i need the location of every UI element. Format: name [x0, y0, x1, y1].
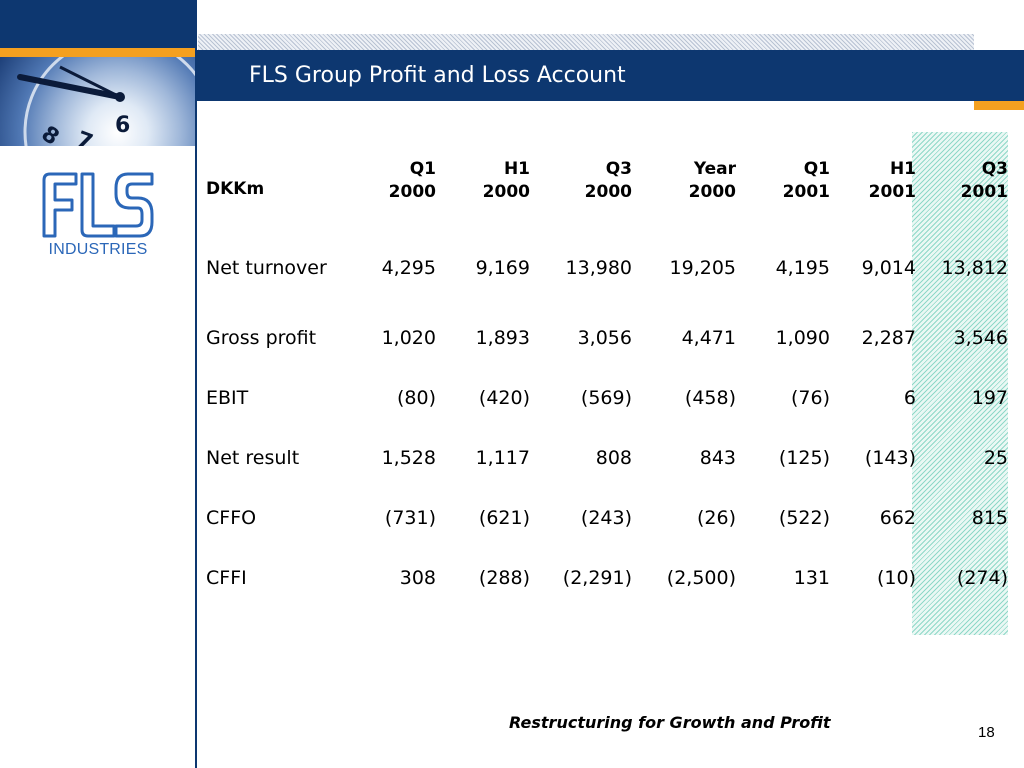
table-cell: 815	[971, 507, 1008, 529]
table-cell: 1,117	[475, 447, 530, 469]
table-cell: 1,020	[381, 327, 436, 349]
table-cell: (80)	[396, 387, 436, 409]
unit-header: DKKm	[206, 178, 265, 199]
svg-text:6: 6	[115, 113, 130, 138]
left-divider	[195, 0, 197, 768]
table-cell: 2,287	[861, 327, 916, 349]
title-band: FLS Group Profit and Loss Account	[197, 50, 1024, 101]
table-cell: 9,014	[861, 257, 916, 279]
column-header: Q3 2001	[960, 159, 1008, 202]
accent-bar-left	[0, 48, 196, 57]
highlight-column-q3-2001	[912, 132, 1008, 635]
hatched-strip	[198, 34, 974, 50]
table-cell: (2,500)	[666, 567, 736, 589]
table-cell: 197	[971, 387, 1008, 409]
table-row: Net turnover 4,295 9,169 13,980 19,205 4…	[200, 228, 1010, 308]
table-cell: 3,546	[953, 327, 1008, 349]
row-label: Gross profit	[206, 327, 317, 349]
column-header: Q3 2000	[584, 159, 632, 202]
table-cell: (569)	[580, 387, 632, 409]
svg-text:7: 7	[73, 127, 96, 146]
table-cell: (26)	[696, 507, 736, 529]
table-cell: (420)	[478, 387, 530, 409]
table-cell: (243)	[580, 507, 632, 529]
table-cell: (2,291)	[562, 567, 632, 589]
table-cell: 1,893	[475, 327, 530, 349]
table-cell: (522)	[778, 507, 830, 529]
row-label: EBIT	[206, 387, 249, 409]
column-header: H1 2000	[482, 159, 530, 202]
row-label: CFFO	[206, 507, 257, 529]
column-header: H1 2001	[868, 159, 916, 202]
table-cell: 13,980	[565, 257, 632, 279]
table-cell: 808	[595, 447, 632, 469]
table-row: Gross profit 1,020 1,893 3,056 4,471 1,0…	[200, 308, 1010, 368]
table-cell: (125)	[778, 447, 830, 469]
column-header: Q1 2000	[388, 159, 436, 202]
table-cell: 3,056	[577, 327, 632, 349]
table-cell: 4,295	[381, 257, 436, 279]
table-row: CFFI 308 (288) (2,291) (2,500) 131 (10) …	[200, 548, 1010, 608]
page-number: 18	[978, 724, 995, 741]
table-cell: 6	[903, 387, 916, 409]
table-cell: 13,812	[941, 257, 1008, 279]
table-cell: (76)	[790, 387, 830, 409]
table-cell: (731)	[384, 507, 436, 529]
table-cell: 1,090	[775, 327, 830, 349]
table-header-row: DKKm Q1 2000 H1 2000 Q3 2000 Year 2000 Q1 200…	[200, 150, 1010, 228]
table-cell: 25	[983, 447, 1008, 469]
table-cell: 4,471	[681, 327, 736, 349]
table-cell: (621)	[478, 507, 530, 529]
row-label: Net turnover	[206, 257, 327, 279]
svg-text:8: 8	[37, 121, 64, 146]
table-cell: (274)	[956, 567, 1008, 589]
table-row: CFFO (731) (621) (243) (26) (522) 662 81…	[200, 488, 1010, 548]
column-header: Year 2000	[688, 159, 736, 202]
logo-subtitle: INDUSTRIES	[48, 241, 148, 258]
table-cell: 662	[879, 507, 916, 529]
row-label: CFFI	[206, 567, 247, 589]
table-cell: (288)	[478, 567, 530, 589]
table-row: Net result 1,528 1,117 808 843 (125) (14…	[200, 428, 1010, 488]
table-cell: 843	[699, 447, 736, 469]
table-cell: 9,169	[475, 257, 530, 279]
table-cell: 131	[793, 567, 830, 589]
accent-bar-right	[974, 101, 1024, 110]
column-header: Q1 2001	[782, 159, 830, 202]
table-cell: (10)	[876, 567, 916, 589]
table-cell: (458)	[684, 387, 736, 409]
table-cell: 19,205	[669, 257, 736, 279]
header-corner-block	[0, 0, 196, 48]
table-cell: 1,528	[381, 447, 436, 469]
table-row: EBIT (80) (420) (569) (458) (76) 6 197	[200, 368, 1010, 428]
profit-loss-table: DKKm Q1 2000 H1 2000 Q3 2000 Year 2000 Q1 200…	[200, 150, 1010, 608]
row-label: Net result	[206, 447, 300, 469]
table-cell: 308	[399, 567, 436, 589]
table-cell: 4,195	[775, 257, 830, 279]
footer-tagline: Restructuring for Growth and Profit	[509, 713, 831, 732]
clock-image: 8 7 6	[0, 57, 196, 146]
slide-title: FLS Group Profit and Loss Account	[249, 63, 626, 88]
table-cell: (143)	[864, 447, 916, 469]
fls-logo	[40, 170, 156, 240]
